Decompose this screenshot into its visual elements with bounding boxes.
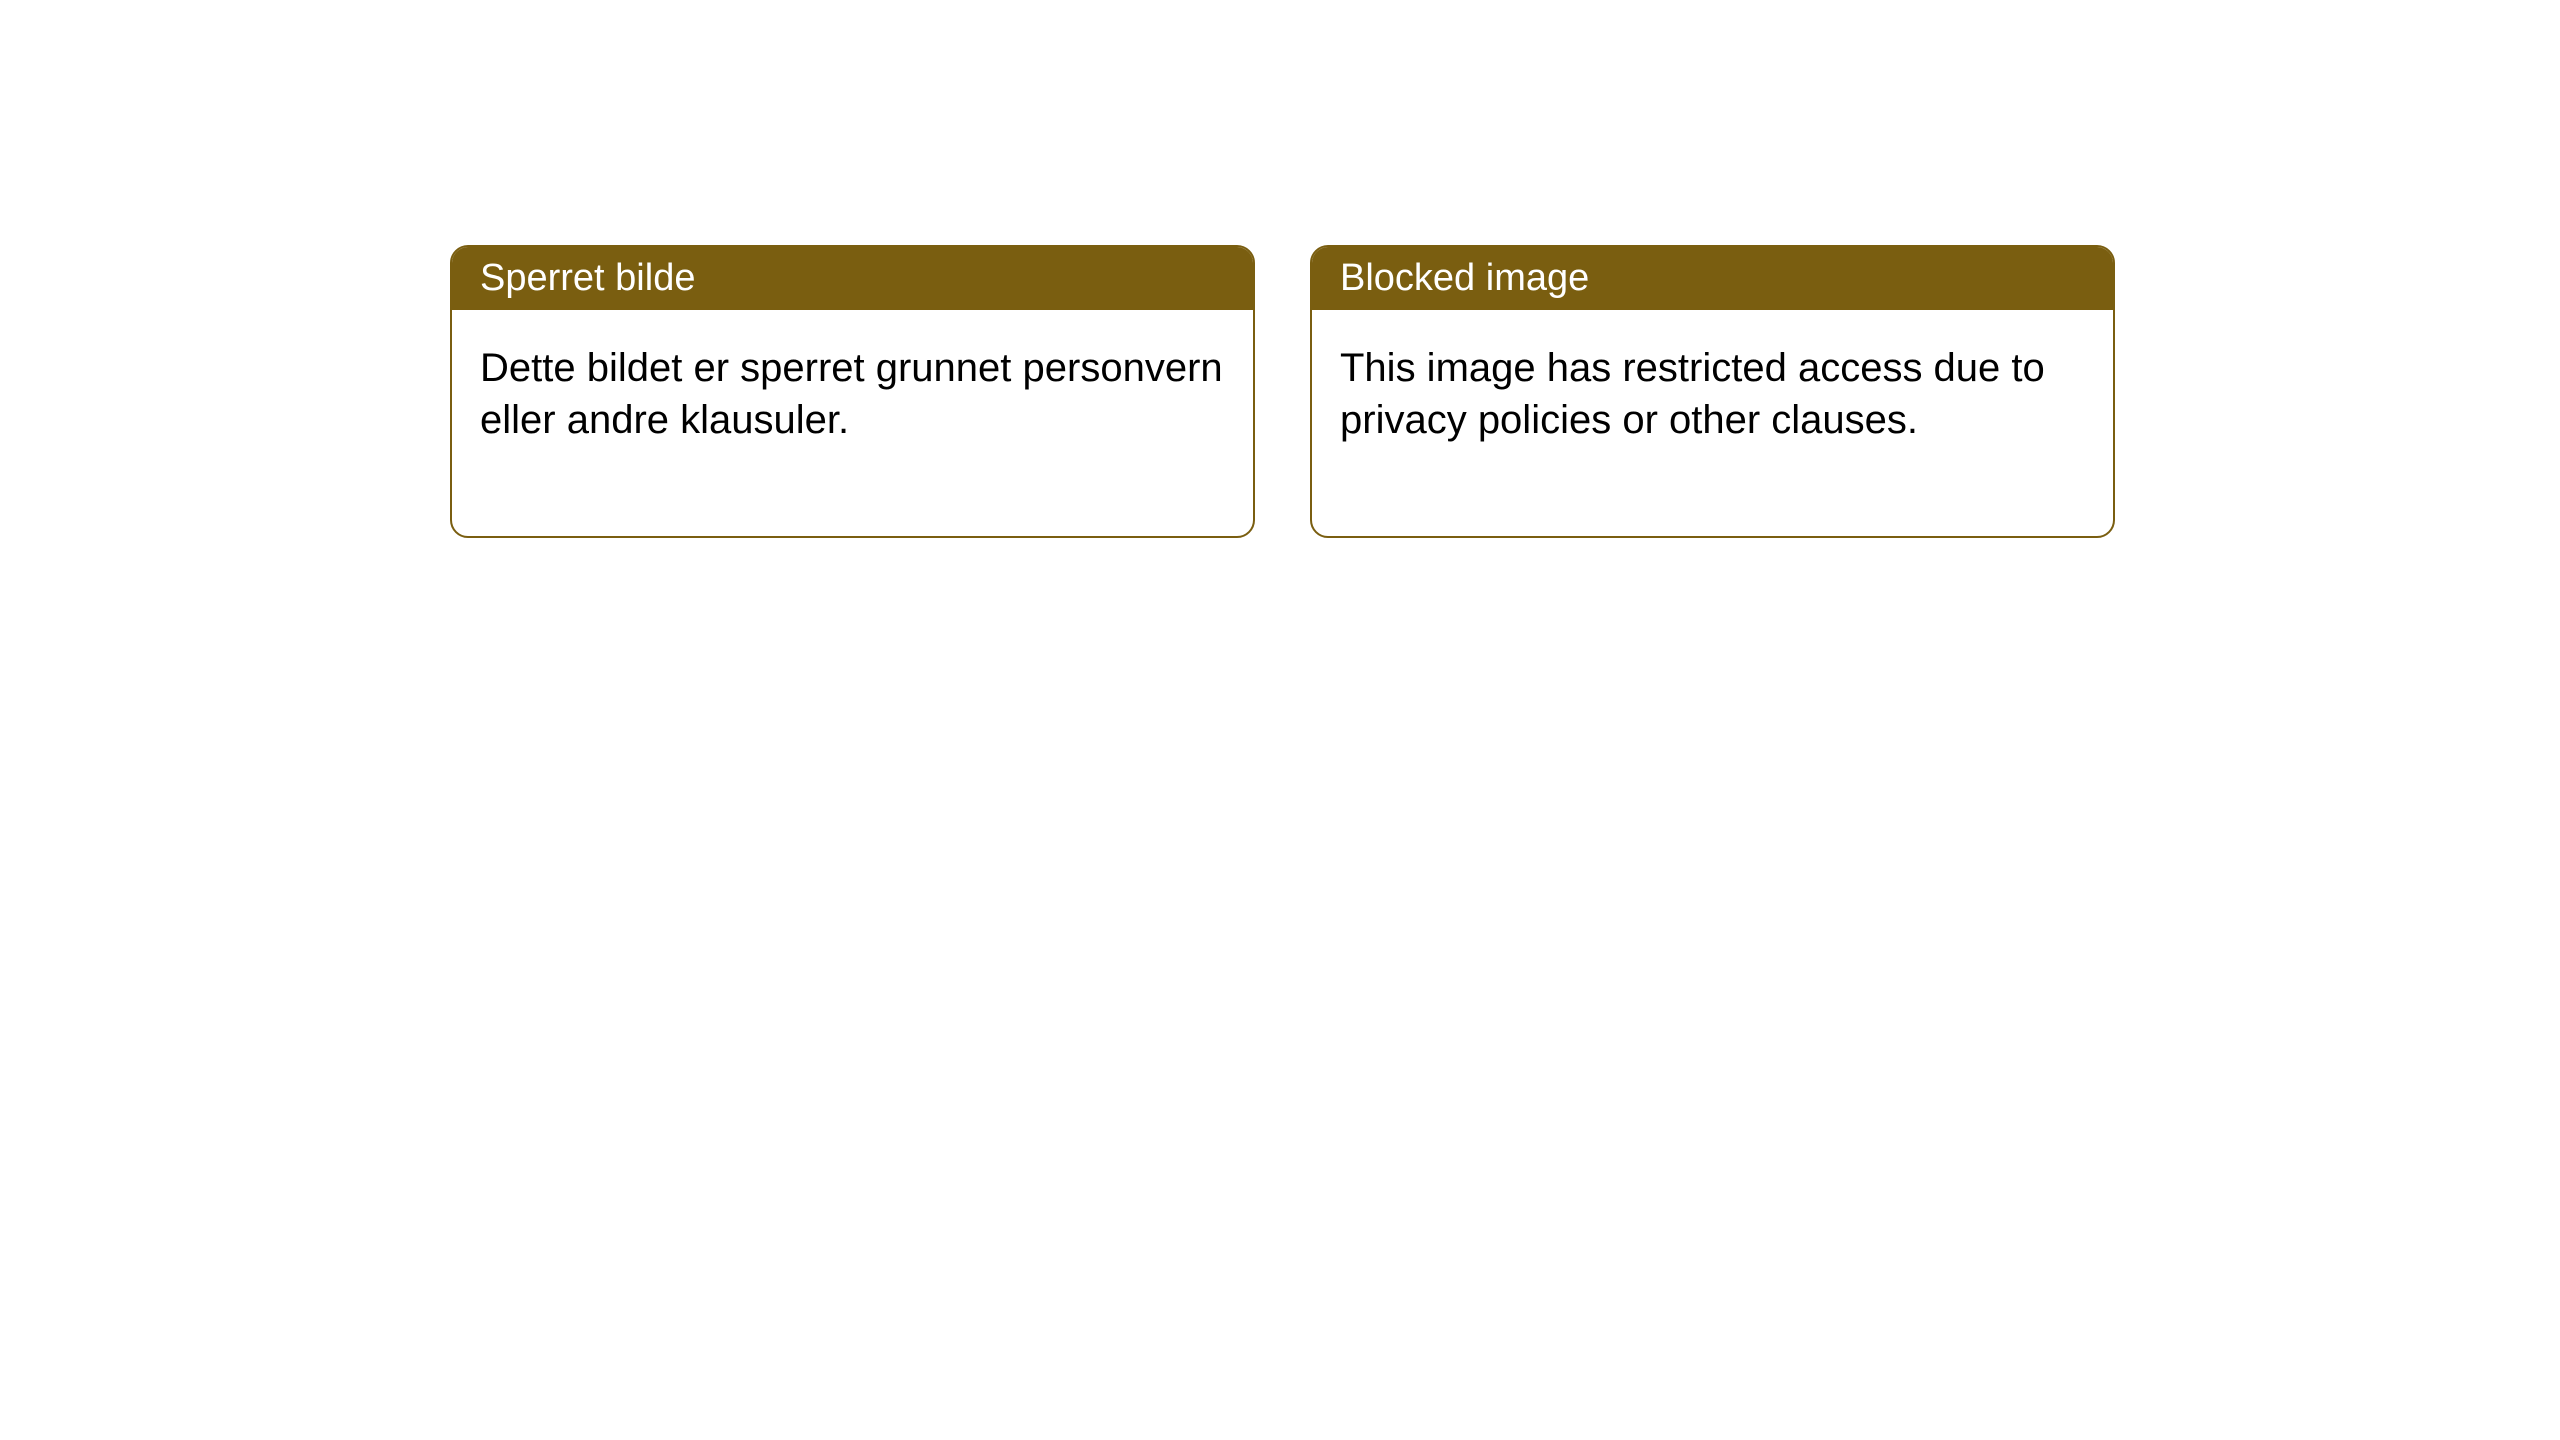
card-text-english: This image has restricted access due to …: [1340, 346, 2045, 442]
notice-card-norwegian: Sperret bilde Dette bildet er sperret gr…: [450, 245, 1255, 538]
card-header-norwegian: Sperret bilde: [452, 247, 1253, 310]
card-body-english: This image has restricted access due to …: [1312, 310, 2113, 536]
card-header-english: Blocked image: [1312, 247, 2113, 310]
card-body-norwegian: Dette bildet er sperret grunnet personve…: [452, 310, 1253, 536]
card-text-norwegian: Dette bildet er sperret grunnet personve…: [480, 346, 1223, 442]
card-title-norwegian: Sperret bilde: [480, 257, 695, 299]
notice-cards-container: Sperret bilde Dette bildet er sperret gr…: [450, 245, 2115, 538]
card-title-english: Blocked image: [1340, 257, 1589, 299]
notice-card-english: Blocked image This image has restricted …: [1310, 245, 2115, 538]
